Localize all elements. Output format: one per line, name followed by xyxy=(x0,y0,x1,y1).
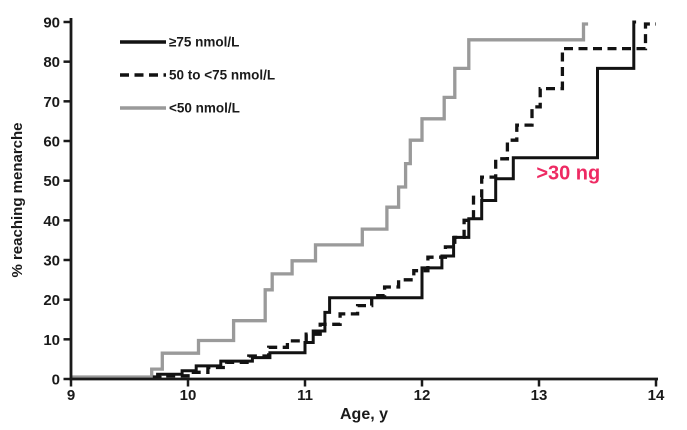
y-tick-label: 50 xyxy=(43,173,60,190)
threshold-annotation: >30 ng xyxy=(536,163,600,185)
series-line-ge75 xyxy=(152,20,637,379)
legend-item-lt50: <50 nmol/L xyxy=(120,101,240,116)
axes xyxy=(63,18,658,387)
legend: ≥75 nmol/L 50 to <75 nmol/L <50 nmol/L xyxy=(120,35,275,116)
series-line-lt50 xyxy=(71,22,589,379)
x-tick-label: 10 xyxy=(180,387,197,404)
y-axis-label: % reaching menarche xyxy=(9,122,26,277)
y-tick-label: 30 xyxy=(43,253,60,270)
legend-label-ge75: ≥75 nmol/L xyxy=(169,35,239,50)
legend-label-50to75: 50 to <75 nmol/L xyxy=(169,68,275,83)
x-tick-label: 9 xyxy=(67,387,75,404)
y-tick-label: 60 xyxy=(43,134,60,151)
legend-item-50to75: 50 to <75 nmol/L xyxy=(120,68,275,83)
y-tick-label: 0 xyxy=(52,372,60,389)
tick-labels: 0 10 20 30 40 50 60 70 80 90 9 10 11 12 13 14 xyxy=(43,15,665,405)
legend-label-lt50: <50 nmol/L xyxy=(169,101,240,116)
y-tick-label: 10 xyxy=(43,332,60,349)
x-tick-label: 13 xyxy=(531,387,548,404)
y-tick-label: 70 xyxy=(43,94,60,111)
legend-item-ge75: ≥75 nmol/L xyxy=(120,35,239,50)
x-axis-label: Age, y xyxy=(340,406,388,423)
x-tick-label: 12 xyxy=(414,387,431,404)
series-line-50to75 xyxy=(152,22,656,379)
y-tick-label: 20 xyxy=(43,292,60,309)
x-tick-label: 14 xyxy=(648,387,665,404)
y-tick-label: 80 xyxy=(43,54,60,71)
x-tick-label: 11 xyxy=(297,387,313,404)
y-tick-label: 90 xyxy=(43,15,60,32)
y-tick-label: 40 xyxy=(43,213,60,230)
series-lines xyxy=(71,20,656,379)
